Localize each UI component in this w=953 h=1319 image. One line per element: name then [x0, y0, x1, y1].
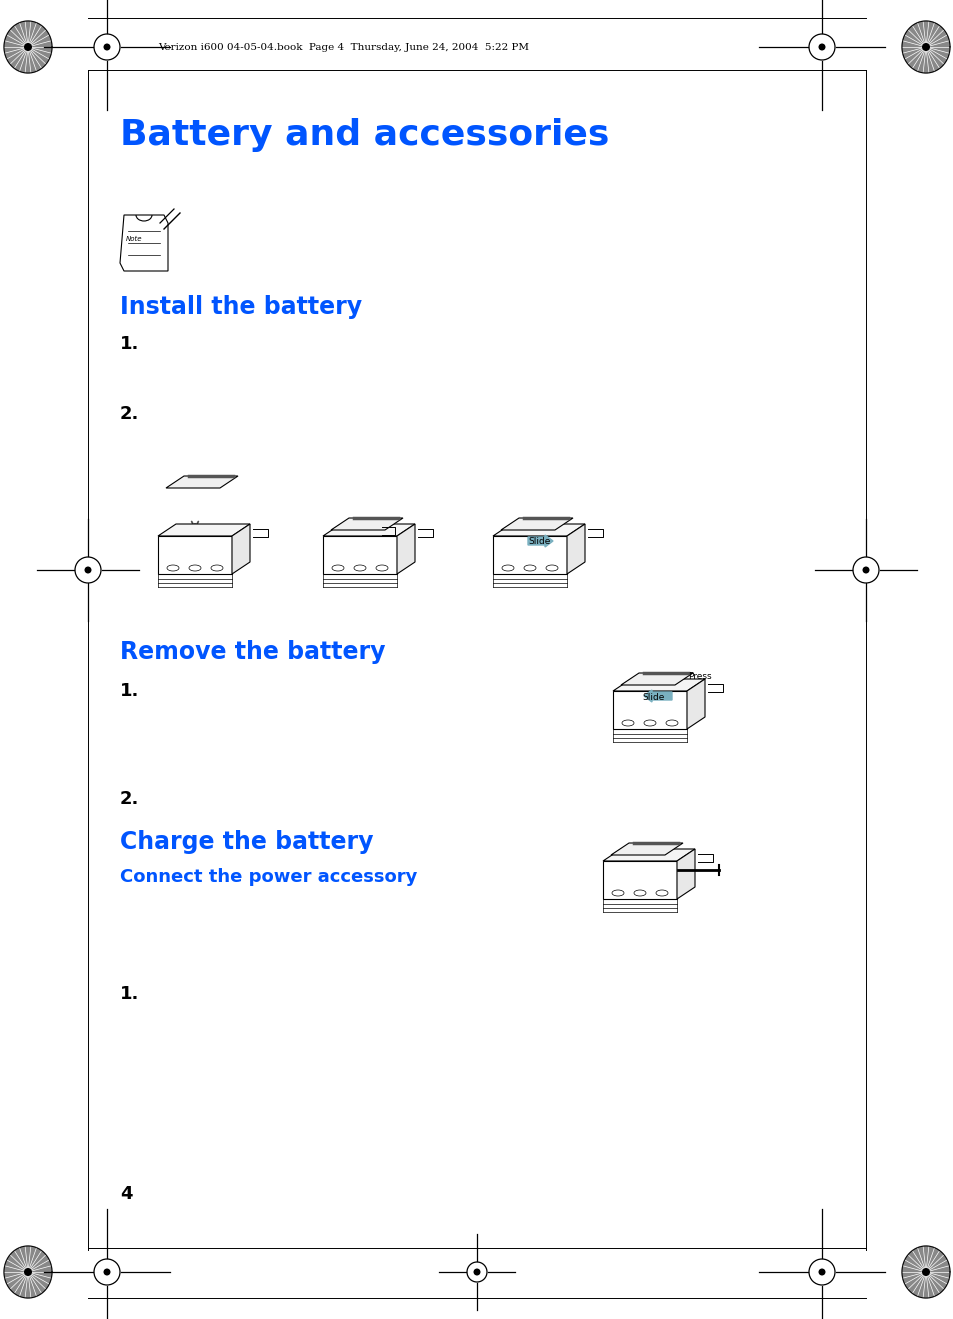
Polygon shape: [620, 673, 692, 685]
Text: Press: Press: [687, 671, 711, 681]
Polygon shape: [610, 843, 682, 855]
Polygon shape: [331, 518, 402, 530]
Polygon shape: [232, 524, 250, 574]
Text: Slide: Slide: [527, 538, 550, 546]
Circle shape: [852, 557, 878, 583]
Text: 1.: 1.: [120, 985, 139, 1002]
Text: Slide: Slide: [641, 692, 663, 702]
Polygon shape: [566, 524, 584, 574]
Polygon shape: [613, 691, 686, 729]
Circle shape: [808, 1260, 834, 1285]
Circle shape: [473, 1269, 480, 1275]
Circle shape: [818, 1269, 824, 1275]
Polygon shape: [4, 1246, 52, 1298]
Polygon shape: [602, 849, 695, 861]
Polygon shape: [166, 476, 237, 488]
Text: 1.: 1.: [120, 335, 139, 353]
Polygon shape: [500, 518, 573, 530]
Circle shape: [75, 557, 101, 583]
Circle shape: [103, 44, 111, 50]
Circle shape: [24, 1268, 32, 1275]
Polygon shape: [120, 215, 168, 270]
Text: Charge the battery: Charge the battery: [120, 830, 374, 853]
Circle shape: [862, 566, 868, 574]
Polygon shape: [158, 536, 232, 574]
Text: Connect the power accessory: Connect the power accessory: [120, 868, 417, 886]
Text: Battery and accessories: Battery and accessories: [120, 117, 609, 152]
FancyArrow shape: [527, 536, 553, 547]
Text: Install the battery: Install the battery: [120, 295, 362, 319]
Circle shape: [94, 34, 120, 59]
Text: Remove the battery: Remove the battery: [120, 640, 385, 663]
Polygon shape: [613, 679, 704, 691]
Polygon shape: [4, 21, 52, 73]
Text: 4: 4: [120, 1184, 132, 1203]
Text: 2.: 2.: [120, 405, 139, 423]
Polygon shape: [158, 524, 250, 536]
Circle shape: [818, 44, 824, 50]
Polygon shape: [323, 524, 415, 536]
Polygon shape: [602, 861, 677, 900]
Circle shape: [24, 44, 32, 51]
Circle shape: [85, 566, 91, 574]
Text: 1.: 1.: [120, 682, 139, 700]
Polygon shape: [686, 679, 704, 729]
Text: Verizon i600 04-05-04.book  Page 4  Thursday, June 24, 2004  5:22 PM: Verizon i600 04-05-04.book Page 4 Thursd…: [158, 42, 529, 51]
Text: 2.: 2.: [120, 790, 139, 809]
Polygon shape: [677, 849, 695, 900]
Text: Note: Note: [126, 236, 142, 241]
Polygon shape: [493, 536, 566, 574]
Circle shape: [103, 1269, 111, 1275]
FancyArrow shape: [643, 690, 671, 702]
Polygon shape: [901, 1246, 949, 1298]
Polygon shape: [901, 21, 949, 73]
Circle shape: [921, 44, 929, 51]
Circle shape: [94, 1260, 120, 1285]
Circle shape: [467, 1262, 486, 1282]
Polygon shape: [396, 524, 415, 574]
Circle shape: [808, 34, 834, 59]
Polygon shape: [493, 524, 584, 536]
Circle shape: [921, 1268, 929, 1275]
Polygon shape: [323, 536, 396, 574]
